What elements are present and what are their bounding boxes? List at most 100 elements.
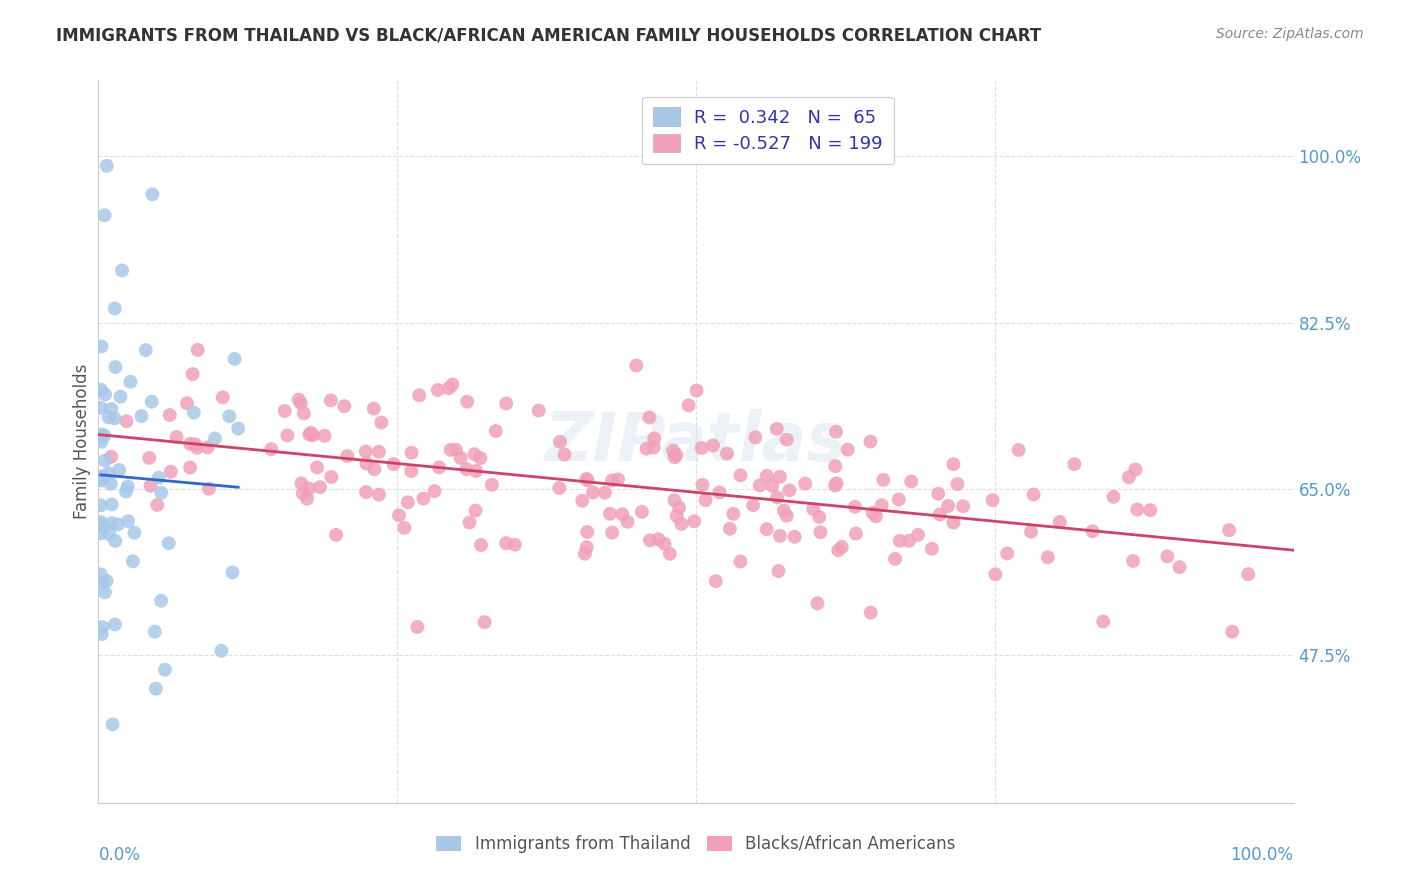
Point [104, 301, 127, 316]
Point [145, 681, 167, 696]
Point [463, 447, 485, 461]
Point [153, 663, 176, 677]
Point [122, 554, 145, 568]
Point [1218, 523, 1240, 537]
Point [776, 433, 799, 447]
Point [464, 503, 486, 517]
Point [1007, 442, 1029, 457]
Point [582, 485, 605, 500]
Point [104, 359, 127, 374]
Point [927, 487, 949, 501]
Point [291, 486, 314, 500]
Point [100, 450, 122, 464]
Point [1168, 560, 1191, 574]
Point [600, 474, 623, 488]
Point [936, 499, 959, 513]
Point [321, 470, 343, 484]
Point [548, 481, 571, 495]
Point [647, 532, 669, 546]
Point [197, 441, 219, 455]
Point [186, 441, 208, 455]
Point [831, 540, 853, 554]
Point [135, 343, 157, 357]
Point [96, 574, 118, 588]
Point [211, 390, 233, 404]
Point [683, 514, 706, 528]
Point [117, 479, 139, 493]
Point [295, 491, 318, 506]
Point [131, 409, 153, 423]
Point [664, 493, 686, 508]
Point [1125, 462, 1147, 476]
Point [481, 477, 503, 491]
Point [103, 411, 125, 425]
Point [368, 444, 391, 458]
Point [576, 473, 599, 487]
Point [176, 396, 198, 410]
Point [1081, 524, 1104, 539]
Point [456, 462, 478, 476]
Point [198, 482, 221, 496]
Point [671, 516, 693, 531]
Point [631, 505, 654, 519]
Point [870, 498, 893, 512]
Point [709, 485, 731, 500]
Point [984, 567, 1007, 582]
Point [90, 434, 112, 449]
Point [90, 567, 112, 582]
Point [273, 404, 295, 418]
Point [150, 485, 173, 500]
Point [643, 441, 665, 455]
Point [612, 508, 634, 522]
Point [801, 502, 824, 516]
Point [90, 526, 112, 541]
Point [470, 538, 492, 552]
Point [100, 498, 122, 512]
Point [474, 615, 496, 630]
Point [333, 399, 356, 413]
Point [146, 498, 169, 512]
Point [527, 403, 550, 417]
Point [100, 402, 122, 417]
Point [678, 398, 700, 412]
Point [305, 460, 328, 475]
Point [485, 424, 508, 438]
Point [775, 508, 797, 523]
Point [794, 476, 817, 491]
Point [356, 457, 378, 471]
Point [907, 528, 929, 542]
Point [685, 384, 707, 398]
Point [702, 438, 724, 452]
Point [141, 394, 163, 409]
Point [166, 430, 188, 444]
Point [97, 410, 120, 425]
Point [575, 472, 598, 486]
Point [90, 339, 112, 353]
Point [260, 442, 283, 457]
Point [184, 437, 207, 451]
Point [730, 554, 752, 568]
Point [90, 471, 112, 485]
Point [470, 450, 492, 465]
Y-axis label: Family Households: Family Households [73, 364, 91, 519]
Point [1156, 549, 1178, 564]
Point [108, 463, 131, 477]
Point [844, 500, 866, 514]
Point [898, 533, 921, 548]
Point [755, 522, 778, 536]
Point [806, 596, 828, 610]
Point [636, 442, 658, 456]
Point [290, 476, 312, 491]
Text: 0.0%: 0.0% [98, 847, 141, 864]
Point [115, 484, 138, 499]
Point [900, 475, 922, 489]
Point [90, 498, 112, 512]
Point [1022, 487, 1045, 501]
Point [748, 478, 770, 492]
Point [94, 453, 117, 467]
Point [1102, 490, 1125, 504]
Point [450, 450, 472, 465]
Point [872, 473, 894, 487]
Point [302, 428, 325, 442]
Point [93, 208, 115, 222]
